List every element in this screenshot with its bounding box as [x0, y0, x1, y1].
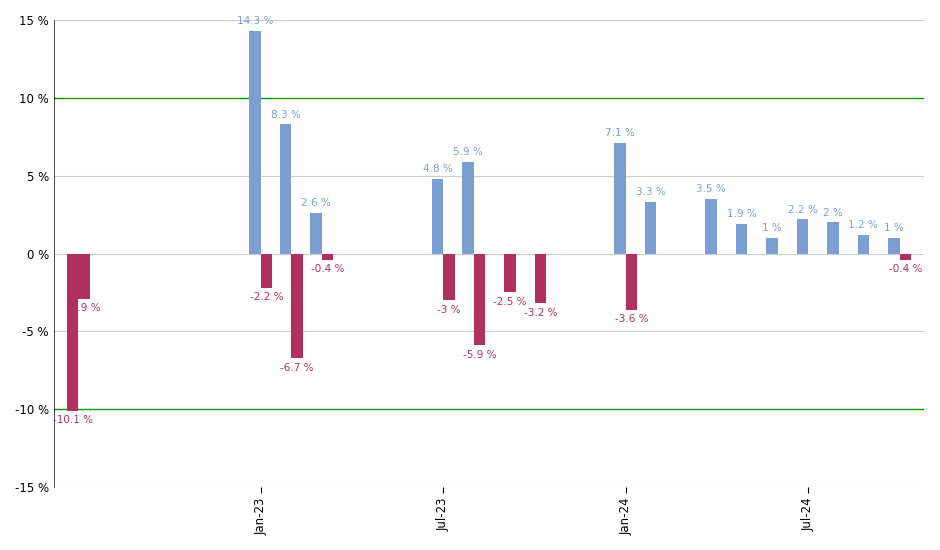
Text: 2.2 %: 2.2 %: [788, 205, 818, 214]
Bar: [645, 202, 656, 254]
Text: -2.9 %: -2.9 %: [68, 304, 101, 313]
Text: -3.2 %: -3.2 %: [524, 308, 557, 318]
Bar: [474, 254, 485, 345]
Text: 1 %: 1 %: [884, 223, 903, 233]
Bar: [310, 213, 321, 254]
Text: 7.1 %: 7.1 %: [605, 128, 634, 139]
Bar: [614, 143, 626, 254]
Bar: [67, 254, 78, 411]
Text: 1.9 %: 1.9 %: [727, 210, 757, 219]
Bar: [888, 238, 900, 254]
Bar: [249, 31, 260, 254]
Bar: [857, 235, 870, 254]
Text: -6.7 %: -6.7 %: [280, 362, 314, 372]
Text: -2.2 %: -2.2 %: [250, 293, 283, 303]
Bar: [78, 254, 90, 299]
Text: 8.3 %: 8.3 %: [271, 109, 300, 120]
Bar: [321, 254, 333, 260]
Bar: [706, 199, 717, 254]
Text: 1 %: 1 %: [762, 223, 782, 233]
Text: 3.3 %: 3.3 %: [635, 188, 666, 197]
Bar: [535, 254, 546, 304]
Bar: [291, 254, 303, 358]
Text: 1.2 %: 1.2 %: [849, 220, 878, 230]
Text: -5.9 %: -5.9 %: [462, 350, 496, 360]
Bar: [797, 219, 808, 254]
Bar: [280, 124, 291, 254]
Text: 5.9 %: 5.9 %: [453, 147, 483, 157]
Text: 3.5 %: 3.5 %: [697, 184, 726, 194]
Bar: [444, 254, 455, 300]
Bar: [766, 238, 778, 254]
Bar: [504, 254, 516, 293]
Bar: [462, 162, 474, 254]
Text: 14.3 %: 14.3 %: [237, 16, 274, 26]
Text: 2 %: 2 %: [823, 208, 843, 218]
Text: -3.6 %: -3.6 %: [615, 314, 649, 324]
Text: -2.5 %: -2.5 %: [494, 297, 526, 307]
Bar: [260, 254, 273, 288]
Text: -0.4 %: -0.4 %: [311, 265, 344, 274]
Bar: [431, 179, 444, 254]
Bar: [736, 224, 747, 254]
Bar: [900, 254, 911, 260]
Text: 4.8 %: 4.8 %: [423, 164, 452, 174]
Bar: [827, 222, 838, 254]
Text: -10.1 %: -10.1 %: [53, 415, 92, 426]
Bar: [626, 254, 637, 310]
Text: -0.4 %: -0.4 %: [888, 265, 922, 274]
Text: 2.6 %: 2.6 %: [301, 199, 331, 208]
Text: -3 %: -3 %: [437, 305, 461, 315]
